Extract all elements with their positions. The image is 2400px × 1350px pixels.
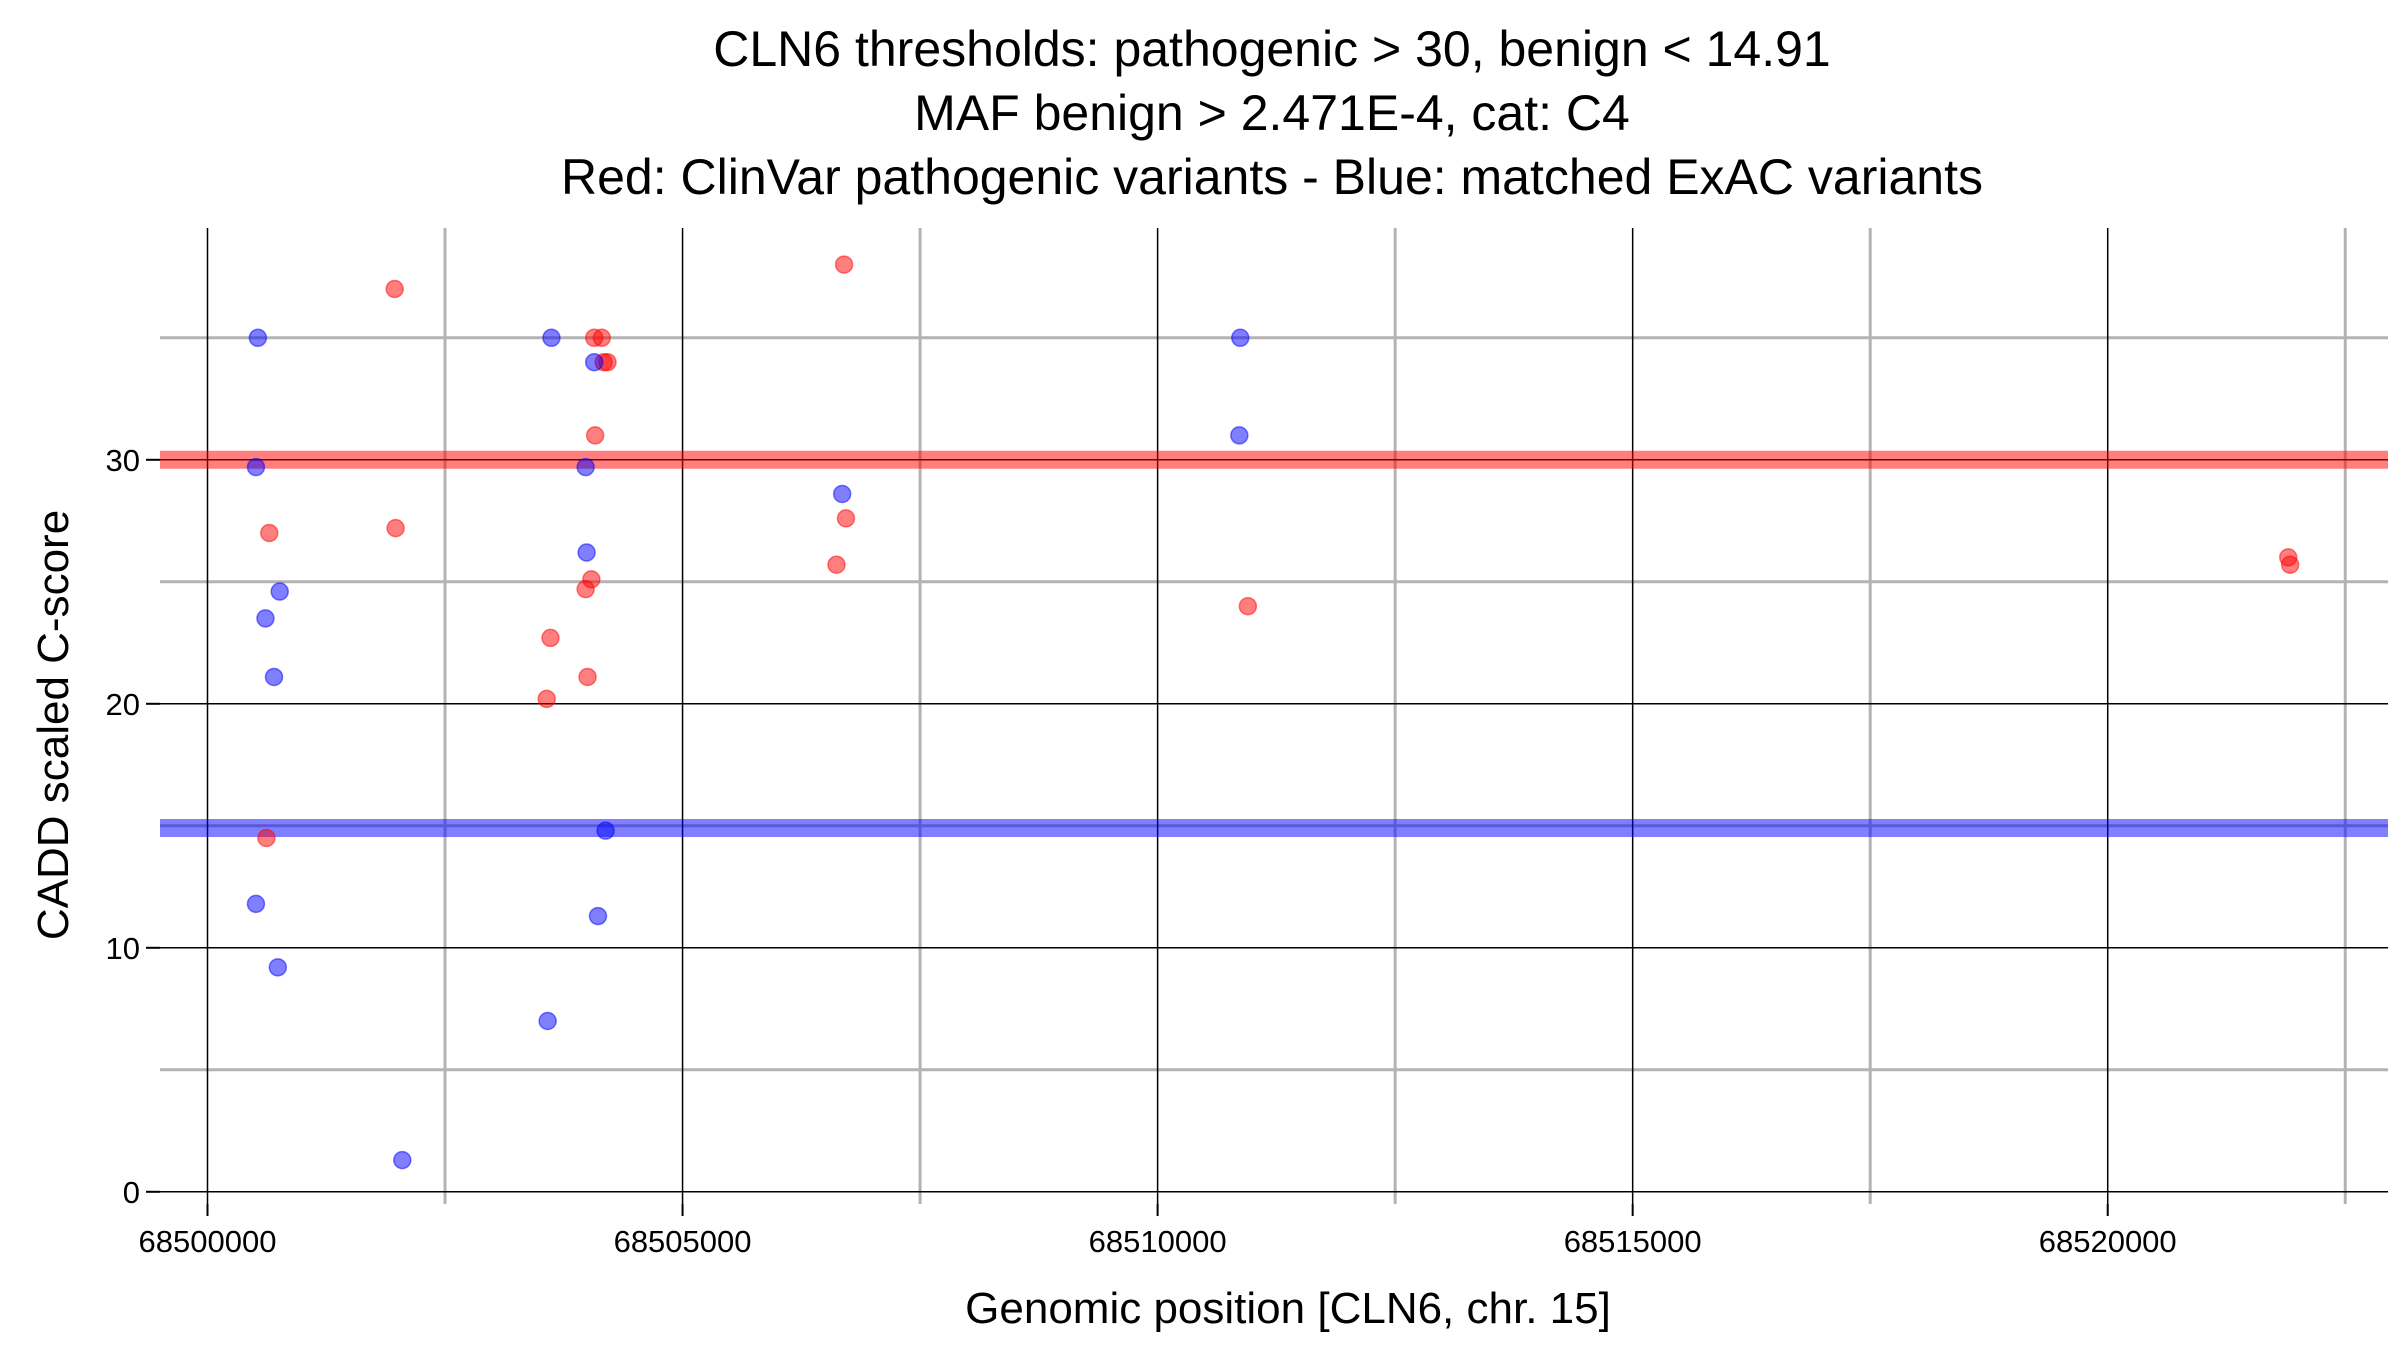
y-tick-label: 20 [106,687,140,722]
title-line-3: Red: ClinVar pathogenic variants - Blue:… [561,149,1983,205]
clinvar-point [1238,596,1258,616]
exac-point [576,457,595,477]
axes: 68500000 68505000 68510000 68515000 68520000… [106,443,2177,1259]
x-axis-title: Genomic position [CLN6, chr. 15] [965,1284,1611,1333]
exac-point [248,328,268,348]
exac-point [264,667,284,687]
exac-point [584,352,604,372]
exac-point [542,328,561,348]
grid [160,228,2388,1204]
exac-point [246,894,266,914]
exac-point [1231,328,1250,348]
exac-point [588,906,608,926]
y-tick-label: 10 [106,931,140,966]
clinvar-point [834,255,854,274]
exac-point [268,958,288,977]
x-tick-label: 68505000 [614,1224,752,1259]
exac-point [246,457,266,477]
x-tick-label: 68515000 [1564,1224,1702,1259]
clinvar-point [578,667,597,687]
title-line-2: MAF benign > 2.471E-4, cat: C4 [914,85,1630,141]
exac-point [270,582,289,601]
threshold-lines [160,450,2388,837]
clinvar-point [582,570,601,589]
exac-point [577,543,596,562]
clinvar-point [385,279,404,299]
y-tick-label: 0 [123,1175,140,1210]
x-tick-label: 68520000 [2039,1224,2177,1259]
exac-point [538,1011,557,1031]
chart-title: CLN6 thresholds: pathogenic > 30, benign… [561,21,1983,205]
exac-point [393,1150,412,1170]
clinvar-point [585,426,605,445]
clinvar-point [836,509,856,528]
clinvar-point [537,689,556,709]
y-axis-title: CADD scaled C-score [29,510,78,940]
clinvar-point [260,523,279,543]
y-tick-label: 30 [106,443,140,478]
clinvar-point [2280,555,2300,574]
clinvar-point [827,555,846,574]
clinvar-point [257,828,276,848]
data-points [246,255,2300,1170]
x-tick-label: 68510000 [1089,1224,1227,1259]
clinvar-point [592,328,612,348]
x-tick-label: 68500000 [139,1224,277,1259]
clinvar-point [386,518,405,538]
exac-point [596,821,615,840]
exac-point [1230,426,1249,445]
exac-point [256,609,275,628]
title-line-1: CLN6 thresholds: pathogenic > 30, benign… [713,21,1830,77]
exac-point [832,484,852,504]
clinvar-point [541,628,560,648]
